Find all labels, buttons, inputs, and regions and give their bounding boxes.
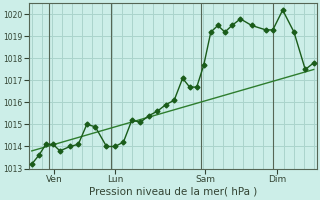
X-axis label: Pression niveau de la mer( hPa ): Pression niveau de la mer( hPa ) <box>89 187 257 197</box>
